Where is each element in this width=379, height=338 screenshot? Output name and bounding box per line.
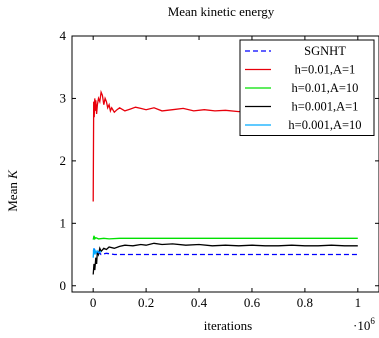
x-tick-label: 0	[90, 295, 97, 310]
y-axis-label-text: Mean	[5, 179, 20, 212]
y-axis-label-symbol: K	[5, 169, 20, 180]
chart-title: Mean kinetic energy	[168, 4, 275, 19]
y-tick-label: 0	[60, 278, 67, 293]
legend-label: h=0.01,A=1	[295, 63, 356, 77]
axis-ticks: 0 0.2 0.4 0.6 0.8 1 0 1 2 3 4	[60, 28, 379, 310]
legend-label: h=0.001,A=1	[292, 100, 359, 114]
series-line-4	[92, 248, 102, 258]
x-tick-label: 0.8	[297, 295, 313, 310]
y-tick-label: 3	[60, 90, 67, 105]
legend-label: SGNHT	[304, 44, 346, 58]
y-tick-label: 2	[60, 153, 67, 168]
x-axis-multiplier-base: ·10	[353, 318, 370, 333]
x-tick-label: 0.6	[244, 295, 261, 310]
legend: SGNHT h=0.01,A=1 h=0.01,A=10 h=0.001,A=1 h=0…	[239, 39, 375, 136]
series-line-0	[92, 248, 358, 256]
plot-area: 0 0.2 0.4 0.6 0.8 1 0 1 2 3 4	[60, 28, 379, 310]
series-line-2	[92, 235, 358, 241]
x-tick-label: 1	[355, 295, 362, 310]
x-axis-multiplier-exponent: 6	[370, 316, 375, 326]
plot-frame	[71, 35, 379, 293]
x-tick-label: 0.4	[191, 295, 208, 310]
series-line-3	[92, 242, 358, 275]
x-axis-label: iterations	[204, 318, 252, 333]
x-tick-label: 0.2	[138, 295, 154, 310]
y-tick-label: 4	[60, 28, 67, 43]
legend-label: h=0.01,A=10	[292, 81, 359, 95]
y-axis-label: Mean K	[5, 169, 20, 212]
x-axis-multiplier: ·106	[353, 316, 375, 333]
legend-label: h=0.001,A=10	[288, 118, 361, 132]
y-tick-label: 1	[60, 215, 67, 230]
